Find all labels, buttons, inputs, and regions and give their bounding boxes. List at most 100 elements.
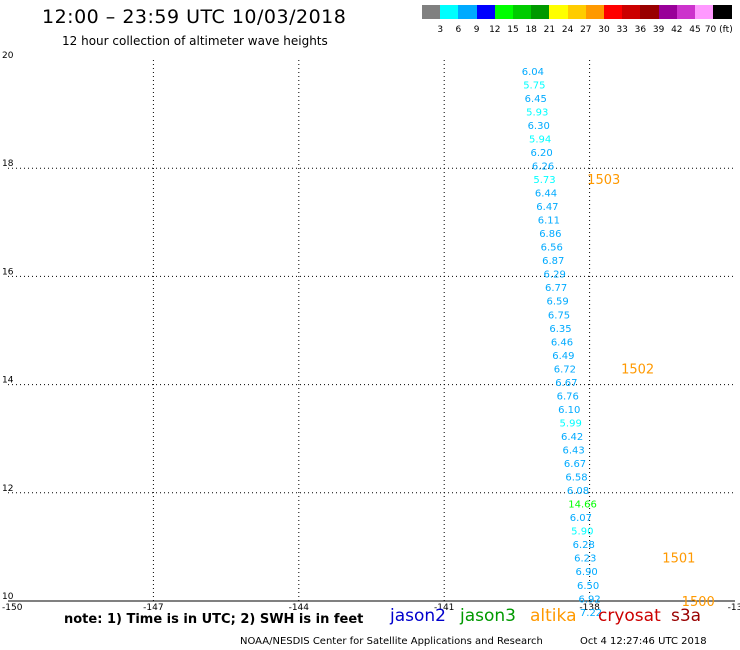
wave-height-label: 6.42 — [561, 432, 583, 443]
wave-height-label: 5.93 — [526, 107, 548, 118]
pass-time-label: 1501 — [662, 552, 695, 567]
wave-height-label: 5.75 — [523, 80, 545, 91]
color-swatch — [531, 5, 551, 19]
color-scale-label: 42 — [671, 25, 683, 35]
color-swatch — [567, 5, 587, 19]
wave-height-label: 6.67 — [555, 378, 577, 389]
satellite-legend-item: s3a — [671, 606, 702, 626]
wave-height-label: 6.75 — [548, 310, 570, 321]
pass-time-label: 1502 — [621, 362, 654, 377]
color-swatch — [458, 5, 478, 19]
color-swatch — [676, 5, 696, 19]
wave-height-label: 6.10 — [558, 405, 580, 416]
wave-height-label: 5.99 — [560, 418, 582, 429]
wave-height-label: 6.67 — [564, 459, 586, 470]
pass-time-label: 1500 — [682, 595, 715, 610]
wave-height-label: 6.86 — [539, 229, 561, 240]
color-swatch — [640, 5, 660, 19]
wave-height-label: 6.50 — [577, 581, 599, 592]
x-tick-label: -144 — [289, 603, 310, 613]
timestamp-text: Oct 4 12:27:46 UTC 2018 — [580, 636, 707, 647]
color-scale-label: 3 — [437, 25, 444, 35]
wave-height-label: 6.04 — [522, 67, 544, 78]
color-scale-label: 27 — [580, 25, 592, 35]
wave-height-label: 6.07 — [570, 513, 592, 524]
wave-height-label: 5.73 — [533, 175, 555, 186]
wave-height-label: 6.59 — [546, 297, 568, 308]
color-swatch — [476, 5, 496, 19]
page-subtitle: 12 hour collection of altimeter wave hei… — [62, 34, 328, 48]
wave-height-label: 6.28 — [573, 540, 595, 551]
wave-height-label: 6.87 — [542, 256, 564, 267]
wave-height-label: 7.22 — [580, 608, 602, 619]
y-tick-label: 14 — [2, 376, 14, 386]
color-scale-label: 9 — [473, 25, 480, 35]
color-scale-label: 12 — [489, 25, 501, 35]
wave-height-label: 6.43 — [562, 446, 584, 457]
color-scale-label: 70 (ft) — [704, 25, 733, 35]
wave-height-label: 6.47 — [536, 202, 558, 213]
x-tick-label: -138 — [579, 603, 600, 613]
wave-height-label: 6.08 — [567, 486, 589, 497]
x-tick-label: -150 — [2, 603, 23, 613]
y-tick-label: 12 — [2, 484, 13, 494]
color-swatch — [549, 5, 569, 19]
color-swatch — [422, 5, 441, 19]
wave-height-label: 6.49 — [552, 351, 574, 362]
wave-height-label: 14.66 — [568, 500, 597, 511]
x-tick-label: -141 — [434, 603, 454, 613]
color-scale-label: 15 — [507, 25, 519, 35]
satellite-legend-item: cryosat — [598, 606, 661, 626]
color-scale-label: 30 — [598, 25, 610, 35]
wave-height-label: 6.11 — [538, 216, 560, 227]
pass-time-label: 1503 — [587, 173, 620, 188]
units-note: note: 1) Time is in UTC; 2) SWH is in fe… — [64, 612, 364, 627]
wave-height-label: 6.35 — [549, 324, 571, 335]
satellite-legend-item: jason2 — [390, 606, 446, 626]
wave-height-label: 6.46 — [551, 337, 573, 348]
wave-height-label: 6.30 — [528, 121, 550, 132]
color-scale-label: 45 — [689, 25, 701, 35]
color-swatch — [440, 5, 460, 19]
color-scale-label: 21 — [543, 25, 556, 35]
color-swatch — [494, 5, 514, 19]
y-tick-label: 18 — [2, 159, 14, 169]
color-swatch — [713, 5, 733, 19]
color-swatch — [513, 5, 532, 19]
wave-height-label: 5.90 — [571, 527, 593, 538]
x-tick-label: -147 — [143, 603, 163, 613]
satellite-legend-item: altika — [530, 606, 577, 626]
wave-height-label: 6.76 — [557, 391, 579, 402]
color-swatch — [622, 5, 642, 19]
satellite-legend-item: jason3 — [460, 606, 516, 626]
y-tick-label: 20 — [2, 51, 14, 61]
color-scale-label: 18 — [525, 25, 537, 35]
wave-height-label: 6.72 — [554, 364, 576, 375]
wave-height-label: 6.92 — [578, 594, 600, 605]
y-tick-label: 10 — [2, 592, 14, 602]
wave-height-label: 6.90 — [576, 567, 598, 578]
wave-height-label: 6.58 — [565, 473, 587, 484]
wave-height-label: 6.29 — [544, 270, 566, 281]
wave-height-label: 6.20 — [530, 148, 552, 159]
page-title: 12:00 – 23:59 UTC 10/03/2018 — [42, 6, 347, 28]
wave-height-label: 6.23 — [574, 554, 596, 565]
color-swatch — [585, 5, 605, 19]
color-swatch — [695, 5, 714, 19]
wave-height-label: 5.94 — [529, 134, 551, 145]
color-scale-label: 39 — [652, 25, 665, 35]
wave-height-label: 6.56 — [541, 243, 563, 254]
color-swatch — [658, 5, 678, 19]
color-scale-label: 24 — [561, 25, 574, 35]
wave-height-label: 6.77 — [545, 283, 567, 294]
color-scale-label: 33 — [616, 25, 628, 35]
wave-height-label: 6.44 — [535, 189, 557, 200]
color-scale-label: 6 — [455, 25, 462, 35]
color-scale-label: 36 — [634, 25, 647, 35]
wave-height-label: 6.26 — [532, 161, 554, 172]
y-tick-label: 16 — [2, 267, 14, 277]
credit-text: NOAA/NESDIS Center for Satellite Applica… — [240, 636, 543, 647]
color-swatch — [604, 5, 623, 19]
x-tick-label: -13 — [728, 603, 740, 613]
